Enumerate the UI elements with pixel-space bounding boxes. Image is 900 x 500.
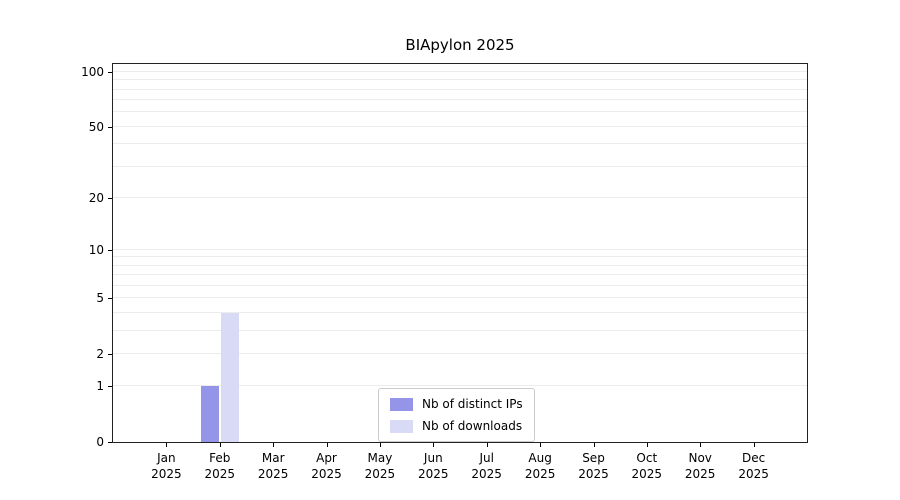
y-tick-mark [108,197,112,199]
plot-area: Nb of distinct IPs Nb of downloads [112,63,808,443]
y-tick-mark [108,298,112,300]
legend-entry-downloads: Nb of downloads [390,419,523,433]
gridline [113,125,807,127]
gridline [113,71,807,72]
y-tick-label: 50 [88,119,104,134]
y-tick-label: 1 [96,379,104,394]
y-tick-label: 2 [96,346,104,361]
x-tick-label: Apr 2025 [311,451,342,481]
x-tick-mark [700,443,702,447]
x-tick-mark [219,443,221,447]
y-tick-label: 0 [96,435,104,449]
gridline [113,248,807,250]
x-tick-mark [273,443,275,447]
x-tick-label: Sep 2025 [578,451,609,481]
y-tick-label: 10 [88,242,104,257]
x-tick-mark [753,443,755,447]
x-tick-mark [646,443,648,447]
gridline [113,256,807,258]
gridline [113,88,807,90]
y-tick-mark [108,72,112,73]
x-tick-label: May 2025 [364,451,396,481]
x-tick-label: Jan 2025 [151,451,182,481]
legend-label-downloads: Nb of downloads [422,419,523,433]
chart-title: BIApylon 2025 [405,36,515,54]
x-tick-label: Aug 2025 [524,451,556,481]
x-tick-label: Mar 2025 [257,451,289,481]
bar-downloads [220,313,239,442]
x-tick-mark [486,443,488,447]
x-tick-label: Oct 2025 [631,451,663,481]
y-tick-label: 20 [88,190,104,205]
legend-entry-distinct-ips: Nb of distinct IPs [390,397,523,411]
x-tick-mark [379,443,381,447]
x-tick-mark [433,443,435,447]
x-tick-label: Jul 2025 [471,451,502,481]
gridline [113,329,807,331]
legend-label-distinct-ips: Nb of distinct IPs [422,397,523,411]
x-tick-label: Dec 2025 [738,451,769,481]
gridline [113,352,807,354]
y-tick-mark [108,353,112,355]
gridline [113,99,807,101]
gridline [113,312,807,313]
gridline [113,274,807,276]
gridline [113,165,807,167]
gridline [113,264,807,266]
x-tick-mark [326,443,328,447]
y-tick-label: 100 [81,65,104,79]
x-tick-label: Nov 2025 [684,451,716,481]
legend-swatch-distinct-ips [390,397,413,411]
legend-swatch-downloads [390,419,413,433]
y-tick-label: 5 [96,291,104,306]
legend: Nb of distinct IPs Nb of downloads [378,388,535,442]
y-tick-mark [108,386,112,388]
x-tick-mark [593,443,595,447]
y-tick-mark [108,249,112,251]
y-tick-mark [108,442,112,443]
y-tick-mark [108,126,112,128]
gridline [113,79,807,81]
gridline [113,385,807,387]
gridline [113,297,807,299]
gridline [113,111,807,113]
x-tick-label: Feb 2025 [204,451,236,481]
gridline [113,143,807,145]
bar-distinct-ips [200,386,219,442]
x-tick-label: Jun 2025 [418,451,449,481]
gridline [113,285,807,286]
x-tick-mark [540,443,542,447]
gridline [113,196,807,198]
x-tick-mark [166,443,168,447]
